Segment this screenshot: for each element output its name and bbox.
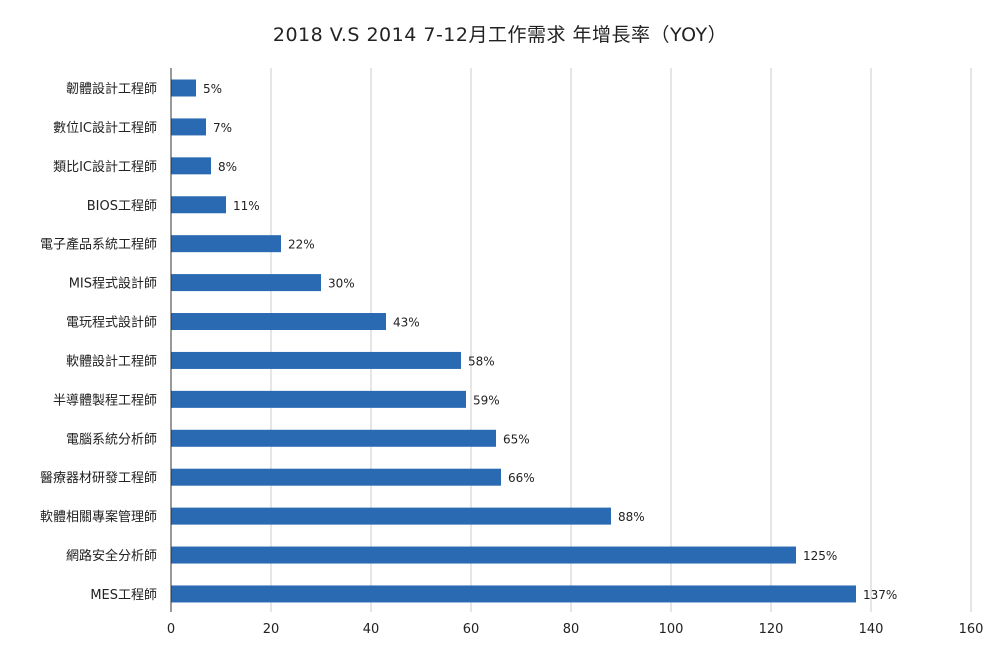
category-label: 軟體設計工程師 xyxy=(66,353,157,369)
data-label: 22% xyxy=(288,238,315,252)
data-label: 8% xyxy=(218,160,237,174)
bar xyxy=(171,196,226,214)
category-label: 電玩程式設計師 xyxy=(66,315,157,331)
chart-title: 2018 V.S 2014 7-12月工作需求 年增長率（YOY） xyxy=(272,24,728,46)
x-tick-label: 160 xyxy=(959,622,984,637)
category-label: 醫療器材研發工程師 xyxy=(40,471,157,486)
x-tick-label: 0 xyxy=(167,622,175,637)
category-label: MES工程師 xyxy=(90,588,157,603)
data-label: 137% xyxy=(863,588,897,602)
data-label: 5% xyxy=(203,82,222,96)
x-tick-label: 20 xyxy=(263,622,280,637)
bar xyxy=(171,507,611,525)
data-label: 7% xyxy=(213,121,232,135)
data-label: 11% xyxy=(233,199,260,213)
data-label: 43% xyxy=(393,316,420,330)
x-tick-label: 60 xyxy=(463,622,480,637)
bar xyxy=(171,429,496,447)
x-tick-label: 40 xyxy=(363,622,380,637)
category-label: 數位IC設計工程師 xyxy=(53,120,157,136)
x-tick-label: 120 xyxy=(759,622,784,637)
data-label: 125% xyxy=(803,549,837,563)
x-tick-label: 80 xyxy=(563,622,580,637)
bar xyxy=(171,79,196,97)
category-label: 網路安全分析師 xyxy=(66,548,157,564)
bar xyxy=(171,546,796,564)
category-label: 軟體相關專案管理師 xyxy=(40,509,157,525)
data-label: 59% xyxy=(473,393,500,407)
data-label: 58% xyxy=(468,354,495,368)
data-label: 88% xyxy=(618,510,645,524)
bar xyxy=(171,313,386,331)
category-label: 韌體設計工程師 xyxy=(66,81,157,97)
category-label: BIOS工程師 xyxy=(87,199,157,214)
x-tick-label: 100 xyxy=(659,622,684,637)
bar xyxy=(171,390,466,408)
bar xyxy=(171,468,501,486)
category-label: 類比IC設計工程師 xyxy=(53,159,157,175)
category-label: 電腦系統分析師 xyxy=(66,432,157,447)
bar xyxy=(171,585,856,603)
category-label: MIS程式設計師 xyxy=(69,276,157,292)
data-label: 65% xyxy=(503,432,530,446)
bar xyxy=(171,235,281,253)
x-tick-label: 140 xyxy=(859,622,884,637)
category-label: 電子產品系統工程師 xyxy=(40,237,157,253)
data-label: 66% xyxy=(508,471,535,485)
bar xyxy=(171,157,211,175)
bar xyxy=(171,274,321,292)
bar xyxy=(171,118,206,136)
category-label: 半導體製程工程師 xyxy=(53,393,157,408)
bar xyxy=(171,351,461,369)
data-label: 30% xyxy=(328,277,355,291)
